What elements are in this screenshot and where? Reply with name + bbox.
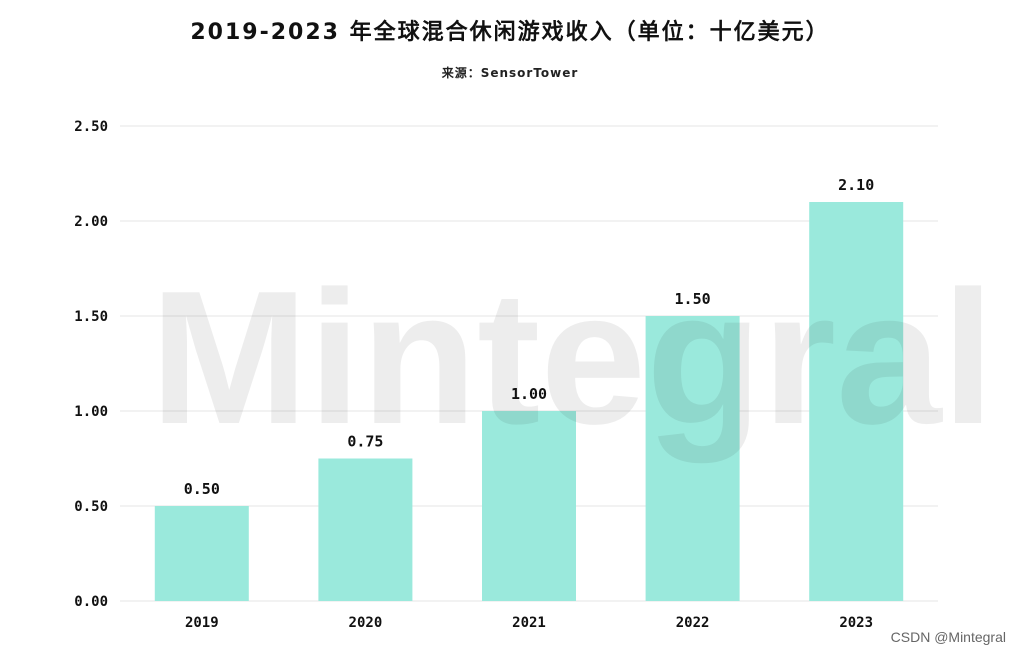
y-tick-label: 1.00 bbox=[74, 404, 108, 420]
bars bbox=[154, 202, 904, 601]
y-tick-label: 2.00 bbox=[74, 214, 108, 230]
chart-title: 2019-2023 年全球混合休闲游戏收入（单位：十亿美元） bbox=[190, 20, 830, 45]
bar-value-label: 1.00 bbox=[511, 385, 547, 403]
y-tick-label: 0.00 bbox=[74, 594, 108, 610]
watermark-logo: Mintegral bbox=[150, 252, 995, 464]
bar-2021 bbox=[482, 411, 576, 601]
bar-value-label: 1.50 bbox=[675, 290, 711, 308]
bar-value-label: 0.50 bbox=[184, 480, 220, 498]
bar-2020 bbox=[318, 458, 413, 601]
y-tick-label: 2.50 bbox=[74, 119, 108, 135]
y-axis: 0.00 0.50 1.00 1.50 2.00 2.50 bbox=[74, 119, 108, 610]
bar-2023 bbox=[809, 202, 904, 601]
x-tick-label: 2022 bbox=[676, 615, 710, 631]
bar-value-label: 2.10 bbox=[838, 176, 874, 194]
x-axis: 2019 2020 2021 2022 2023 bbox=[185, 615, 873, 631]
y-tick-label: 0.50 bbox=[74, 499, 108, 515]
x-tick-label: 2019 bbox=[185, 615, 219, 631]
x-tick-label: 2020 bbox=[349, 615, 383, 631]
bar-2019 bbox=[154, 506, 249, 601]
credit-text: CSDN @Mintegral bbox=[890, 629, 1006, 645]
bar-value-labels: 0.50 0.75 1.00 1.50 2.10 bbox=[184, 176, 875, 498]
chart-subtitle: 来源：SensorTower bbox=[441, 66, 579, 80]
y-tick-label: 1.50 bbox=[74, 309, 108, 325]
bar-value-label: 0.75 bbox=[347, 433, 383, 451]
x-tick-label: 2021 bbox=[512, 615, 546, 631]
bar-2022 bbox=[645, 316, 740, 601]
x-tick-label: 2023 bbox=[839, 615, 873, 631]
